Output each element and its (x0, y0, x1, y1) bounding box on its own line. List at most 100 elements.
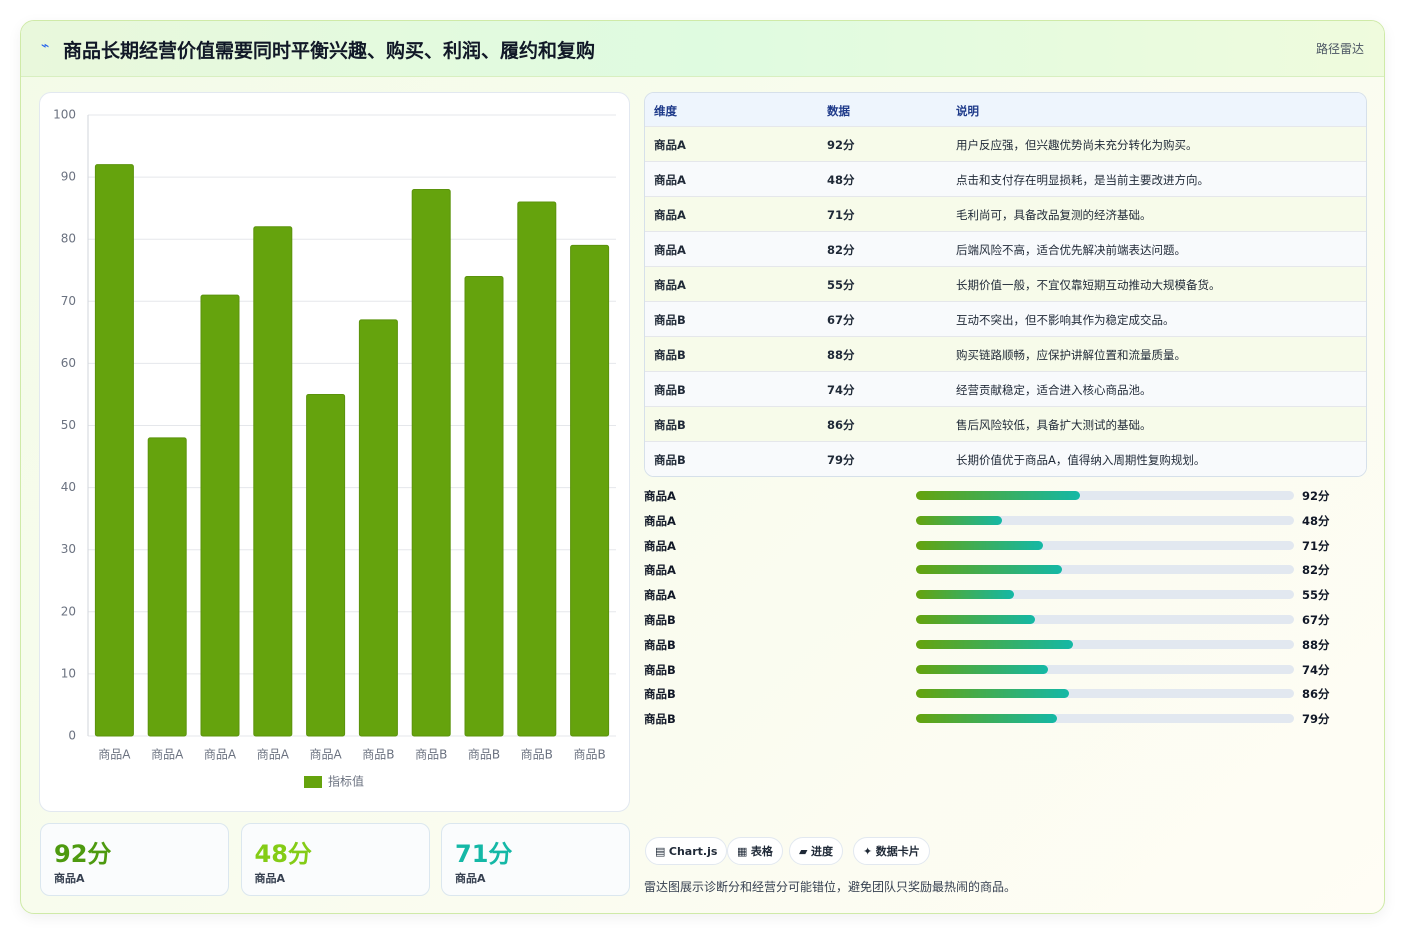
progress-label: 商品A (644, 513, 676, 528)
tag-text: 数据卡片 (875, 845, 920, 858)
table-row: 商品B 67分 互动不突出，但不影响其作为稳定成交品。 (645, 301, 1366, 337)
progress-value: 71分 (1302, 538, 1330, 553)
progress-bar (916, 639, 1073, 649)
progress-track (916, 714, 1294, 724)
chart-panel (39, 92, 630, 812)
progress-bar (916, 689, 1070, 699)
table-cell: 商品B (654, 383, 686, 397)
table-row: 商品A 55分 长期价值一般，不宜仅靠短期互动推动大规模备货。 (645, 266, 1366, 302)
tag-text: 表格 (750, 845, 773, 858)
progress-value: 48分 (1302, 513, 1330, 528)
table-cell: 商品A (654, 208, 686, 222)
progress-track (916, 540, 1294, 550)
table-cell: 55分 (827, 278, 855, 292)
table-row: 商品B 88分 购买链路顺畅，应保护讲解位置和流量质量。 (645, 336, 1366, 372)
stat-card: 71分 商品A (441, 823, 630, 896)
table-cell: 经营贡献稳定，适合进入核心商品池。 (956, 383, 1152, 397)
table-cell: 商品B (654, 313, 686, 327)
tag[interactable]: ✦ 数据卡片 (853, 837, 930, 865)
table-cell: 商品A (654, 278, 686, 292)
table-cell: 购买链路顺畅，应保护讲解位置和流量质量。 (956, 348, 1186, 362)
table-cell: 商品A (654, 243, 686, 257)
table-cell: 长期价值一般，不宜仅靠短期互动推动大规模备货。 (956, 278, 1221, 292)
tag[interactable]: ▦ 表格 (727, 837, 783, 865)
table-cell: 用户反应强，但兴趣优势尚未充分转化为购买。 (956, 138, 1198, 152)
table-row: 商品B 86分 售后风险较低，具备扩大测试的基础。 (645, 406, 1366, 442)
tag-text: Chart.js (668, 845, 718, 858)
progress-track (916, 639, 1294, 649)
progress-track (916, 590, 1294, 600)
progress-value: 86分 (1302, 687, 1330, 702)
table-row: 商品A 48分 点击和支付存在明显损耗，是当前主要改进方向。 (645, 161, 1366, 197)
progress-value: 79分 (1302, 712, 1330, 727)
tag-icon: ▤ (655, 845, 669, 858)
progress-track (916, 664, 1294, 674)
progress-label: 商品B (644, 712, 676, 727)
progress-value: 82分 (1302, 563, 1330, 578)
table-row: 商品B 79分 长期价值优于商品A，值得纳入周期性复购规划。 (645, 441, 1366, 476)
column-header: 说明 (956, 104, 979, 118)
table-cell: 长期价值优于商品A，值得纳入周期性复购规划。 (956, 453, 1206, 467)
tag-icon: ✦ (863, 845, 876, 858)
table-cell: 商品A (654, 138, 686, 152)
progress-label: 商品A (644, 489, 676, 503)
table: 维度 数据 说明商品A 92分 用户反应强，但兴趣优势尚未充分转化为购买。商品A 48分点… (644, 92, 1367, 477)
table-row: 商品A 92分 用户反应强，但兴趣优势尚未充分转化为购买。 (645, 126, 1366, 162)
table-cell: 82分 (827, 243, 855, 257)
progress-bar (916, 565, 1063, 575)
progress-bar (916, 590, 1015, 600)
progress-label: 商品B (644, 687, 676, 702)
header: ⌁ 商品长期经营价值需要同时平衡兴趣、购买、利润、履约和复购 路径雷达 (21, 21, 1384, 77)
badge: 路径雷达 (1315, 42, 1364, 56)
progress-track (916, 491, 1294, 500)
progress-bar (916, 540, 1043, 550)
column-header: 数据 (827, 104, 850, 118)
progress-bar (916, 491, 1081, 500)
table-cell: 86分 (827, 418, 855, 432)
progress-label: 商品B (644, 662, 676, 677)
progress-label: 商品A (644, 563, 676, 578)
table-cell: 互动不突出，但不影响其作为稳定成交品。 (956, 313, 1175, 327)
table-cell: 74分 (827, 383, 855, 397)
card-value: 48分 (254, 840, 312, 868)
progress-bar (916, 714, 1057, 724)
header-icon: ⌁ (41, 38, 50, 54)
tag-icon: ▰ (799, 845, 811, 858)
progress-track (916, 515, 1294, 525)
table-cell: 92分 (827, 138, 855, 152)
progress-bar (916, 664, 1048, 674)
progress-value: 74分 (1302, 662, 1330, 677)
progress-bar (916, 515, 1002, 525)
card-value: 71分 (455, 840, 513, 868)
progress-label: 商品B (644, 613, 676, 627)
progress-value: 92分 (1302, 489, 1330, 503)
card-label: 商品A (254, 872, 286, 885)
table-cell: 点击和支付存在明显损耗，是当前主要改进方向。 (956, 173, 1209, 187)
note: 雷达图展示诊断分和经营分可能错位，避免团队只奖励最热闹的商品。 (644, 880, 1017, 894)
stat-card: 92分商品A (40, 823, 229, 896)
progress-value: 67分 (1302, 613, 1330, 627)
tag[interactable]: ▰ 进度 (789, 837, 843, 865)
progress-bar (916, 615, 1036, 624)
column-header: 维度 (654, 104, 677, 118)
tag[interactable]: ▤ Chart.js (645, 837, 728, 865)
table-row: 商品B 74分 经营贡献稳定，适合进入核心商品池。 (645, 371, 1366, 407)
table-cell: 67分 (827, 313, 855, 327)
card-label: 商品A (54, 872, 85, 885)
table-cell: 88分 (827, 348, 855, 362)
table-row: 商品A 71分 毛利尚可，具备改品复测的经济基础。 (645, 196, 1366, 232)
progress-label: 商品A (644, 588, 676, 603)
table-cell: 商品B (654, 418, 686, 432)
progress-track (916, 689, 1294, 699)
card-value: 92分 (54, 840, 112, 868)
progress-value: 88分 (1302, 637, 1330, 652)
progress-label: 商品A (644, 538, 676, 553)
table-row: 商品A 82分 后端风险不高，适合优先解决前端表达问题。 (645, 231, 1366, 267)
stat-card: 48分商品A (240, 823, 430, 896)
progress-track (916, 615, 1294, 624)
table-cell: 商品B (654, 453, 686, 467)
tag-icon: ▦ (737, 845, 751, 858)
table-cell: 商品B (654, 348, 686, 362)
title: 商品长期经营价值需要同时平衡兴趣、购买、利润、履约和复购 (63, 40, 596, 62)
